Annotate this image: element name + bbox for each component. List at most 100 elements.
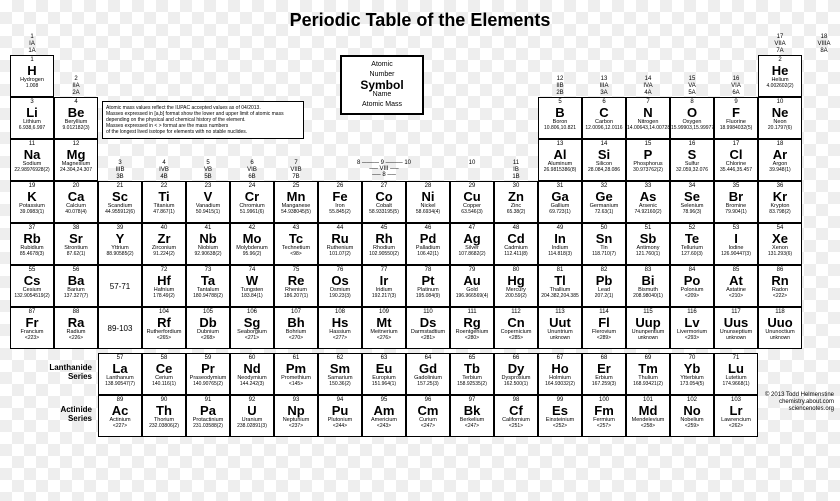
element-Sg: 106SgSeaborgium<271> xyxy=(230,307,274,349)
element-Ds: 110DsDarmstadtium<281> xyxy=(406,307,450,349)
element-symbol: W xyxy=(231,274,273,287)
atomic-mass: 173.054(5) xyxy=(671,381,713,387)
element-symbol: Th xyxy=(143,404,185,417)
atomic-mass: <226> xyxy=(55,335,97,341)
atomic-mass: 63.546(3) xyxy=(451,209,493,215)
element-symbol: Sb xyxy=(627,232,669,245)
element-symbol: Pm xyxy=(275,362,317,375)
atomic-mass: 102.90550(2) xyxy=(363,251,405,257)
element-symbol: Al xyxy=(539,148,581,161)
element-Uuo: 118UuoUnunoctiumunknown xyxy=(758,307,802,349)
element-Zn: 30ZnZinc65.38(2) xyxy=(494,181,538,223)
element-symbol: Fr xyxy=(11,316,53,329)
element-symbol: Pt xyxy=(407,274,449,287)
element-symbol: Ru xyxy=(319,232,361,245)
atomic-mass: <259> xyxy=(671,423,713,429)
element-Dy: 66DyDysprosium162.500(1) xyxy=(494,353,538,395)
group-header-12: 12IIB2B xyxy=(538,76,582,97)
atomic-mass: 35.446,35.457 xyxy=(715,167,757,173)
element-symbol: K xyxy=(11,190,53,203)
element-Rf: 104RfRutherfordium<265> xyxy=(142,307,186,349)
element-symbol: V xyxy=(187,190,229,203)
element-Cr: 24CrChromium51.9961(6) xyxy=(230,181,274,223)
element-Al: 13AlAluminum26.9815386(8) xyxy=(538,139,582,181)
element-symbol: Dy xyxy=(495,362,537,375)
group-header-10: 10 xyxy=(450,160,494,174)
element-Be: 4BeBeryllium9.012182(3) xyxy=(54,97,98,139)
element-symbol: Cd xyxy=(495,232,537,245)
element-S: 16SSulfur32.059,32.076 xyxy=(670,139,714,181)
element-symbol: Fm xyxy=(583,404,625,417)
element-Pt: 78PtPlatinum195.084(9) xyxy=(406,265,450,307)
legend-name: Name xyxy=(345,90,419,100)
atomic-mass: 190.23(3) xyxy=(319,293,361,299)
atomic-mass: 54.938045(5) xyxy=(275,209,317,215)
element-Gd: 64GdGadolinium157.25(3) xyxy=(406,353,450,395)
atomic-mass: <268> xyxy=(187,335,229,341)
element-Co: 27CoCobalt58.933195(5) xyxy=(362,181,406,223)
element-Mn: 25MnManganese54.938045(5) xyxy=(274,181,318,223)
element-C: 6CCarbon12.0096,12.0116 xyxy=(582,97,626,139)
atomic-mass: <262> xyxy=(715,423,757,429)
legend-atomic-number: AtomicNumber xyxy=(345,60,419,80)
atomic-mass: 132.9054519(2) xyxy=(11,293,53,299)
element-Ti: 22TiTitanium47.867(1) xyxy=(142,181,186,223)
element-symbol: Os xyxy=(319,274,361,287)
element-symbol: Y xyxy=(99,232,141,245)
atomic-mass: <281> xyxy=(407,335,449,341)
element-symbol: Ar xyxy=(759,148,801,161)
element-H: 1HHydrogen1.008 xyxy=(10,55,54,97)
atomic-mass: <257> xyxy=(583,423,625,429)
element-Tc: 43TcTechnetium<98> xyxy=(274,223,318,265)
note-box: Atomic mass values reflect the IUPAC acc… xyxy=(102,101,304,139)
atomic-mass: <277> xyxy=(319,335,361,341)
atomic-mass: 107.8682(2) xyxy=(451,251,493,257)
element-Pu: 94PuPlutonium<244> xyxy=(318,395,362,437)
element-symbol: La xyxy=(99,362,141,375)
atomic-mass: 114.818(3) xyxy=(539,251,581,257)
element-Ta: 73TaTantalum180.94788(2) xyxy=(186,265,230,307)
element-Po: 84PoPolonium<209> xyxy=(670,265,714,307)
group-header-5: 5VB5B xyxy=(186,160,230,181)
element-U: 92UUranium238.02891(3) xyxy=(230,395,274,437)
element-Bk: 97BkBerkelium<247> xyxy=(450,395,494,437)
element-symbol: O xyxy=(671,106,713,119)
atomic-mass: <145> xyxy=(275,381,317,387)
atomic-mass: 39.948(1) xyxy=(759,167,801,173)
atomic-mass: 151.964(1) xyxy=(363,381,405,387)
atomic-mass: 1.008 xyxy=(11,83,53,89)
atomic-mass: 118.710(7) xyxy=(583,251,625,257)
atomic-mass: 238.02891(3) xyxy=(231,423,273,429)
element-symbol: U xyxy=(231,404,273,417)
atomic-mass: 87.62(1) xyxy=(55,251,97,257)
element-symbol: Pu xyxy=(319,404,361,417)
element-symbol: Ce xyxy=(143,362,185,375)
element-N: 7NNitrogen14.00643,14.00728 xyxy=(626,97,670,139)
group-header-14: 14IVA4A xyxy=(626,76,670,97)
element-symbol: B xyxy=(539,106,581,119)
atomic-mass: 208.98040(1) xyxy=(627,293,669,299)
element-Ge: 32GeGermanium72.63(1) xyxy=(582,181,626,223)
element-symbol: Rf xyxy=(143,316,185,329)
element-Kr: 36KrKrypton83.798(2) xyxy=(758,181,802,223)
element-Db: 105DbDubnium<268> xyxy=(186,307,230,349)
atomic-mass: 30.973762(2) xyxy=(627,167,669,173)
element-symbol: Sc xyxy=(99,190,141,203)
atomic-mass: 192.217(3) xyxy=(363,293,405,299)
legend-symbol: Symbol xyxy=(345,80,419,90)
atomic-mass: 58.6934(4) xyxy=(407,209,449,215)
element-Ag: 47AgSilver107.8682(2) xyxy=(450,223,494,265)
element-Sm: 62SmSamarium150.36(2) xyxy=(318,353,362,395)
atomic-mass: <247> xyxy=(451,423,493,429)
element-Au: 79AuGold196.966569(4) xyxy=(450,265,494,307)
element-symbol: Mo xyxy=(231,232,273,245)
atomic-mass: 140.116(1) xyxy=(143,381,185,387)
element-Th: 90ThThorium232.03806(2) xyxy=(142,395,186,437)
atomic-mass: 174.9668(1) xyxy=(715,381,757,387)
atomic-mass: 101.07(2) xyxy=(319,251,361,257)
atomic-mass: <271> xyxy=(231,335,273,341)
element-Ba: 56BaBarium137.327(7) xyxy=(54,265,98,307)
atomic-mass: 14.00643,14.00728 xyxy=(627,125,669,131)
element-Ir: 77IrIridium192.217(3) xyxy=(362,265,406,307)
atomic-mass: 72.63(1) xyxy=(583,209,625,215)
